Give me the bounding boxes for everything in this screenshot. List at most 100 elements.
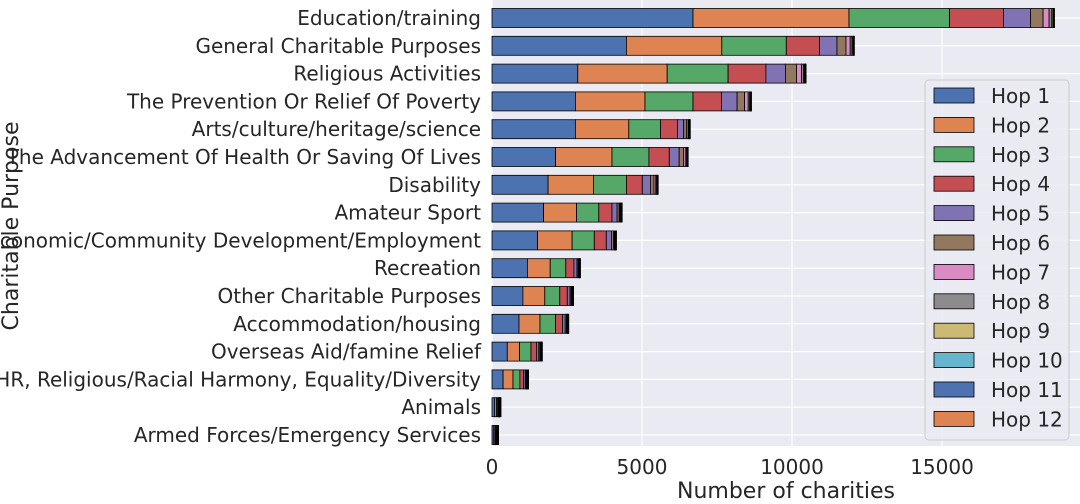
legend-swatch [933,410,975,427]
legend-box [924,79,1070,441]
bar-segment [497,425,500,445]
category-label: Amateur Sport [334,201,481,225]
bar-segment [522,286,546,306]
legend-swatch [933,293,975,310]
legend-label: Hop 4 [991,172,1050,196]
bar-segment [687,147,689,167]
bar-segment [491,91,576,112]
legend-label: Hop 8 [991,290,1050,314]
x-tick-label: 10000 [760,455,824,479]
bar-segment [566,286,571,306]
legend-swatch [933,205,975,222]
legend-label: Hop 5 [991,202,1050,226]
bar-segment [765,63,786,84]
bar-segment [543,202,577,223]
bar-segment [491,35,627,56]
bar-segment [537,230,573,251]
x-tick-label: 15000 [910,455,974,479]
legend-swatch [933,175,975,192]
bar-segment [562,313,566,334]
bar-segment [491,313,520,334]
bar-segment [491,202,544,223]
bar-segment [605,230,612,251]
category-label: Arts/culture/heritage/science [192,117,481,141]
category-label: Disability [388,173,481,197]
legend-label: Hop 7 [991,260,1050,284]
bar-segment [677,119,685,140]
legend-label: Hop 6 [991,231,1050,255]
legend-label: Hop 3 [991,143,1050,167]
bar-segment [736,91,745,112]
category-label: Animals [401,395,481,419]
bar-segment [555,313,563,334]
bar-segment [491,397,496,418]
bar-segment [626,35,723,56]
category-label: General Charitable Purposes [195,34,481,58]
bar-segment [567,313,570,334]
legend: Hop 1 Hop 2 Hop 3 Hop 4 Hop 5 Hop 6 Hop 7 Hop 8… [924,79,1070,441]
legend-label: Hop 10 [991,349,1063,373]
bar-segment [611,202,618,223]
bar-segment [845,35,851,56]
bar-segment [577,63,668,84]
category-label: Religious Activities [293,62,481,86]
bar-segment [657,174,659,195]
bar-segment [491,174,549,195]
bar-segment [1042,8,1050,28]
bar-segment [692,91,722,112]
x-tick-label: 0 [486,455,499,479]
legend-swatch [933,146,975,163]
category-label: Other Charitable Purposes [217,284,481,308]
bar-segment [555,147,613,167]
y-tick-labels: Education/training General Charitable Pur… [0,6,482,447]
legend-swatch [933,117,975,133]
bar-segment [621,202,623,223]
bar-segment [491,147,556,167]
bar-segment [689,119,691,140]
bar-segment [660,119,678,140]
bars [491,8,1055,445]
bar-segment [628,119,661,140]
bar-segment [683,119,688,140]
bar-segment [692,8,850,28]
x-axis-label: Number of charities [677,479,895,504]
bar-segment [549,258,567,279]
legend-label: Hop 1 [991,84,1050,108]
bar-segment [668,147,680,167]
bar-segment [641,174,651,195]
bar-segment [727,63,767,84]
x-tick-label: 5000 [617,455,668,479]
legend-swatch [933,352,975,369]
bar-segment [544,286,561,306]
legend-swatch [933,234,975,251]
bar-segment [593,174,627,195]
category-label: The Advancement Of Health Or Saving Of L… [6,145,481,169]
category-label: Armed Forces/Emergency Services [134,423,481,447]
bar-segment [1053,8,1055,28]
bar-segment [1030,8,1044,28]
bar-segment [518,313,541,334]
bar-segment [611,147,650,167]
bar-segment [575,119,630,140]
bar-segment [615,230,617,251]
bar-segment [848,8,950,28]
legend-swatch [933,263,975,280]
legend-label: Hop 11 [991,378,1063,402]
bar-segment [678,147,685,167]
bar-segment [598,202,613,223]
bar-segment [519,341,532,362]
bar-segment [650,174,655,195]
bar-segment [648,147,670,167]
bar-segment [491,8,694,28]
bar-segment [491,119,576,140]
bar-segment [1003,8,1031,28]
bar-segment [519,369,524,390]
bar-segment [575,91,646,112]
bar-segment [512,369,521,390]
legend-label: Hop 12 [991,407,1063,431]
bar-segment [576,202,600,223]
bar-segment [805,63,807,84]
bar-segment [666,63,729,84]
bar-segment [491,230,538,251]
